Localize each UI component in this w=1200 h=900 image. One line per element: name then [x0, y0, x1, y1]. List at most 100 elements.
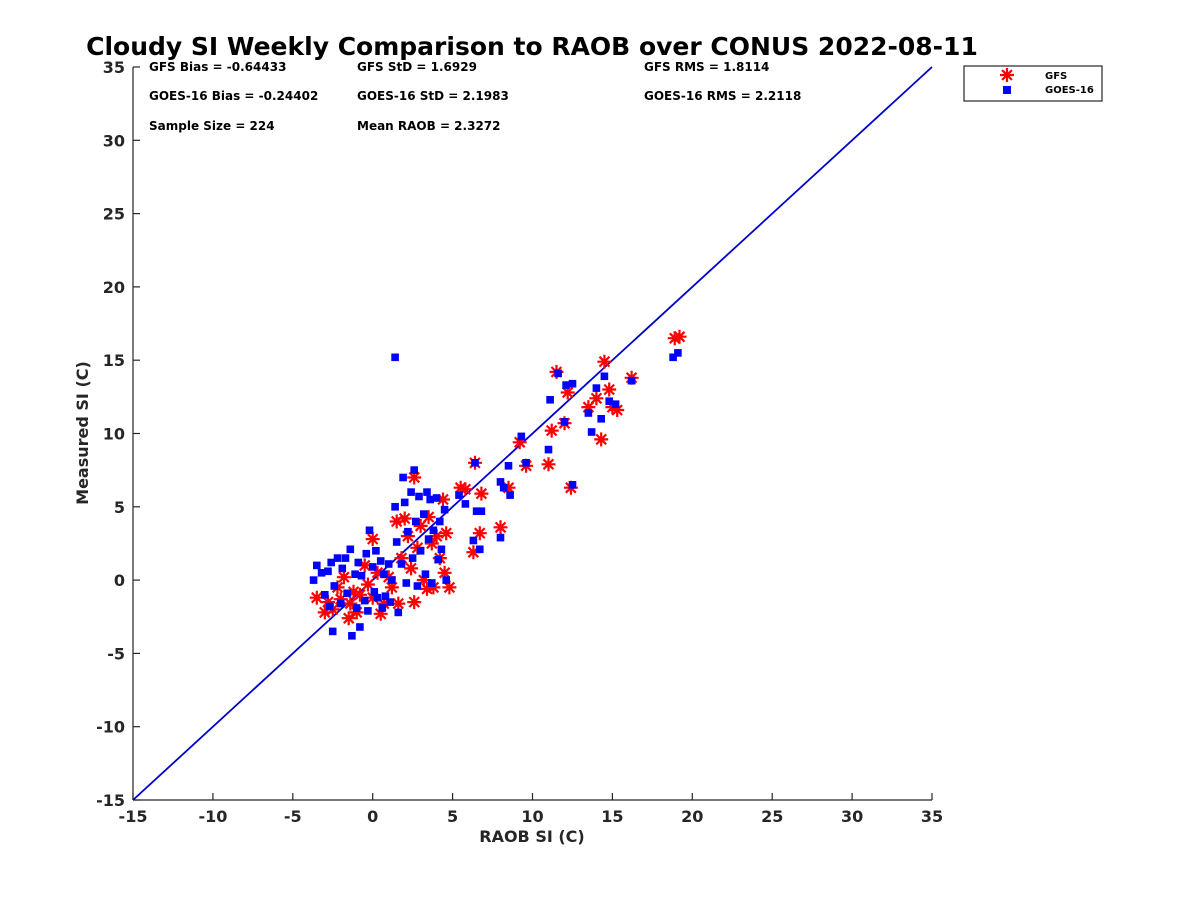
x-tick-label: 30	[841, 807, 863, 826]
x-ticks: -15 -10 -5 0 5 10 15 20 25 30 35	[119, 793, 943, 826]
mean-raob-stat: Mean RAOB = 2.3272	[357, 119, 501, 133]
goes16-point	[313, 561, 321, 570]
x-tick-label: 25	[761, 807, 783, 826]
goes16-point	[669, 353, 677, 362]
goes16-point	[343, 589, 351, 598]
goes16-point	[391, 353, 399, 362]
goes16-point	[504, 462, 513, 470]
goes16-point	[388, 576, 396, 584]
goes16-point	[380, 570, 388, 578]
goes16-point	[413, 582, 422, 590]
x-tick-label: -10	[198, 807, 227, 826]
y-tick-label: 30	[103, 131, 125, 150]
gfs-point	[610, 403, 625, 417]
y-tick-label: -5	[107, 644, 125, 663]
gfs-point	[421, 510, 436, 525]
goes16-point	[432, 494, 441, 502]
goes16-point	[368, 563, 377, 571]
chart-title: Cloudy SI Weekly Comparison to RAOB over…	[86, 32, 978, 61]
goes16-point	[364, 607, 372, 615]
y-tick-label: 0	[114, 571, 125, 590]
gfs-point	[466, 545, 481, 560]
goes16-point	[674, 349, 682, 357]
goes16-point	[370, 588, 379, 596]
gfs-bias-stat: GFS Bias = -0.64433	[149, 60, 286, 74]
goes16-point	[436, 517, 444, 526]
goes16-point	[600, 372, 609, 381]
gfs-std-stat: GFS StD = 1.6929	[357, 60, 477, 74]
goes-std-stat: GOES-16 StD = 2.1983	[357, 89, 509, 103]
gfs-point	[589, 391, 604, 406]
gfs-point	[370, 565, 385, 580]
goes16-point	[416, 547, 425, 555]
goes16-point	[442, 576, 450, 584]
goes16-point	[611, 400, 620, 408]
y-tick-label: -10	[96, 718, 125, 737]
gfs-point	[404, 561, 419, 576]
goes16-point	[328, 627, 337, 636]
goes16-point	[321, 591, 329, 599]
gfs-point	[512, 435, 527, 450]
gfs-point	[429, 529, 444, 544]
goes16-point	[397, 560, 406, 568]
legend-gfs-label: GFS	[1045, 71, 1067, 82]
gfs-point	[336, 570, 351, 585]
goes16-point	[357, 571, 366, 580]
goes16-point	[522, 459, 530, 467]
gfs-point	[437, 565, 452, 580]
gfs-point	[544, 423, 559, 438]
gfs-point	[365, 532, 380, 547]
gfs-point	[357, 558, 372, 573]
goes16-point	[546, 396, 554, 404]
goes16-point	[455, 491, 463, 499]
goes16-point	[407, 488, 415, 496]
goes16-point	[434, 555, 442, 564]
goes16-point	[381, 592, 390, 600]
goes16-point	[584, 409, 593, 417]
gfs-point	[352, 587, 367, 602]
gfs-point	[442, 580, 457, 595]
goes16-point	[400, 498, 409, 507]
gfs-point	[581, 400, 596, 415]
gfs-point	[321, 595, 335, 610]
gfs-point	[391, 596, 406, 611]
y-tick-label: 35	[103, 58, 125, 77]
one-to-one-line	[132, 66, 933, 801]
goes16-point	[496, 533, 505, 542]
goes16-point	[496, 478, 505, 486]
goes16-point	[562, 381, 570, 389]
gfs-point	[394, 551, 409, 566]
goes16-point	[605, 397, 613, 405]
goes-bias-stat: GOES-16 Bias = -0.24402	[149, 89, 318, 103]
legend-gfs-marker	[1000, 68, 1014, 82]
goes16-point	[499, 483, 508, 492]
goes16-point	[327, 558, 335, 567]
gfs-point	[541, 457, 556, 472]
gfs-point	[667, 331, 682, 346]
gfs-point	[407, 595, 422, 610]
legend-goes16-marker	[1003, 86, 1011, 94]
goes16-point	[394, 608, 403, 617]
gfs-point	[360, 577, 375, 592]
goes16-point	[333, 554, 342, 562]
goes16-point	[477, 507, 486, 515]
goes16-point	[429, 526, 438, 535]
goes16-point	[476, 545, 484, 554]
goes16-series	[309, 349, 682, 640]
gfs-point	[346, 584, 361, 599]
gfs-point	[397, 511, 412, 526]
goes16-point	[378, 604, 387, 612]
x-axis-label: RAOB SI (C)	[479, 827, 584, 846]
goes16-point	[426, 495, 434, 504]
goes16-point	[461, 500, 470, 508]
goes16-point	[421, 570, 430, 578]
gfs-point	[416, 573, 431, 588]
goes16-point	[391, 503, 399, 511]
gfs-point	[400, 529, 415, 544]
goes16-point	[341, 554, 350, 562]
goes16-point	[423, 488, 431, 496]
gfs-point	[309, 590, 324, 605]
goes16-point	[365, 526, 374, 535]
gfs-point	[317, 605, 332, 620]
goes16-point	[420, 510, 428, 518]
